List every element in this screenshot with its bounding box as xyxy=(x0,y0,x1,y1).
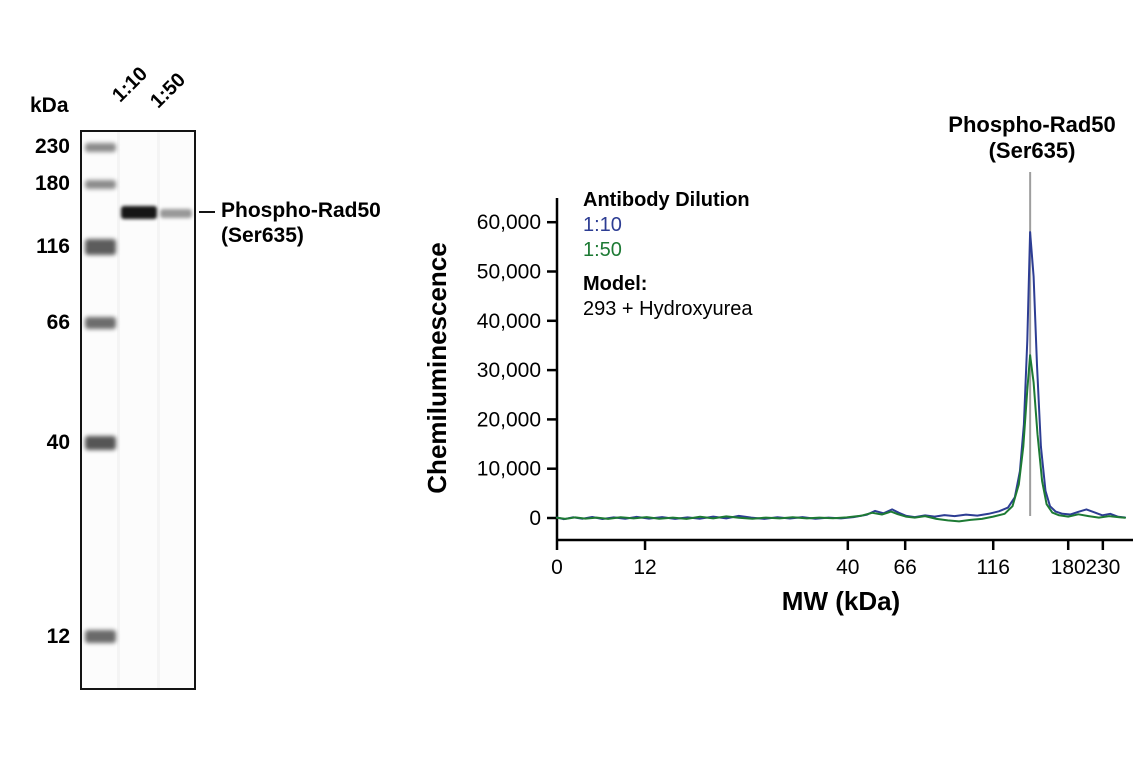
marker-label-12: 12 xyxy=(46,624,70,648)
y-tick-label: 40,000 xyxy=(477,310,541,333)
sample-band-1-50 xyxy=(160,208,192,218)
marker-label-230: 230 xyxy=(34,135,70,158)
blot-bands xyxy=(82,132,194,688)
sample-band-1-10 xyxy=(121,205,157,219)
y-tick-label: 20,000 xyxy=(477,408,541,431)
peak-annotation-line1: Phospho-Rad50 xyxy=(948,112,1116,137)
y-tick-label: 30,000 xyxy=(477,359,541,382)
kda-axis-title: kDa xyxy=(30,94,69,117)
band-annotation: Phospho-Rad50 (Ser635) xyxy=(221,198,381,248)
band-annotation-line2: (Ser635) xyxy=(221,224,304,247)
lane-separator xyxy=(157,132,160,688)
y-tick-label: 0 xyxy=(529,507,541,530)
electropherogram-plot: 0 10,000 20,000 30,000 40,000 50,000 60,000 0 12… xyxy=(477,172,1133,579)
y-axis-title: Chemiluminescence xyxy=(422,242,452,494)
marker-band-180 xyxy=(85,179,116,189)
marker-band-12 xyxy=(85,630,116,644)
legend-model-label: Model: xyxy=(583,273,648,295)
lane-separator xyxy=(117,132,120,688)
x-tick-label: 40 xyxy=(836,556,859,579)
x-tick-label: 180 xyxy=(1051,556,1086,579)
marker-label-66: 66 xyxy=(46,311,70,335)
marker-band-230 xyxy=(85,142,116,152)
x-tick-label: 116 xyxy=(976,556,1009,579)
peak-annotation-line2: (Ser635) xyxy=(988,138,1076,163)
x-tick-label: 0 xyxy=(551,556,563,579)
marker-band-66 xyxy=(85,317,116,330)
marker-label-180: 180 xyxy=(34,172,70,196)
band-annotation-line xyxy=(199,211,215,213)
chart-legend: Antibody Dilution 1:10 1:50 Model: 293 +… xyxy=(583,188,753,322)
y-tick-label: 60,000 xyxy=(477,211,541,234)
legend-model-value: 293 + Hydroxyurea xyxy=(583,298,753,320)
marker-label-116: 116 xyxy=(36,235,70,259)
legend-entry-1-50: 1:50 xyxy=(583,239,622,261)
peak-annotation: Phospho-Rad50 (Ser635) xyxy=(912,112,1141,164)
series-line-1-50 xyxy=(556,354,1126,523)
lane-label-1-50: 1:50 xyxy=(146,68,191,113)
marker-label-40: 40 xyxy=(46,430,70,454)
blot-panel xyxy=(80,130,196,690)
band-annotation-line1: Phospho-Rad50 xyxy=(221,199,381,222)
marker-band-40 xyxy=(85,435,116,450)
marker-band-116 xyxy=(85,239,116,256)
legend-title: Antibody Dilution xyxy=(583,189,750,211)
x-tick-label: 230 xyxy=(1085,556,1120,579)
x-axis-title: MW (kDa) xyxy=(781,586,901,616)
y-tick-label: 10,000 xyxy=(477,458,541,481)
x-tick-label: 12 xyxy=(633,556,656,579)
x-tick-label: 66 xyxy=(894,556,917,579)
legend-entry-1-10: 1:10 xyxy=(583,214,622,236)
y-tick-label: 50,000 xyxy=(477,261,541,284)
lane-label-1-10: 1:10 xyxy=(108,62,153,107)
